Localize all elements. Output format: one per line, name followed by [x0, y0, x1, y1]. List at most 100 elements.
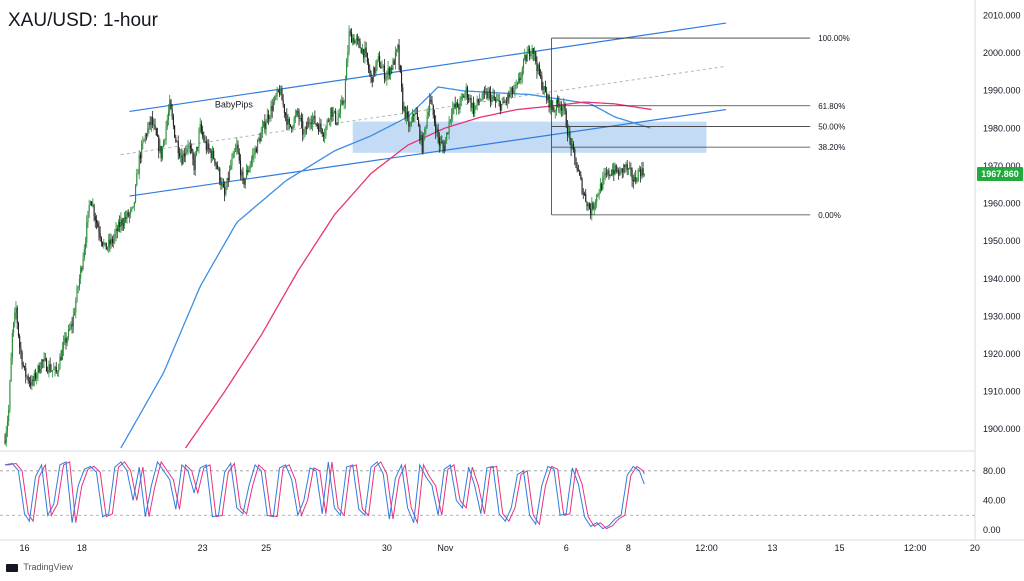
candle-body: [410, 121, 412, 126]
candle-body: [374, 67, 376, 74]
candle-body: [93, 205, 95, 217]
candle-body: [100, 237, 102, 242]
candle-body: [45, 359, 48, 372]
candle-body: [324, 135, 326, 137]
candle-body: [310, 122, 312, 125]
candle-body: [221, 183, 223, 186]
candle-body: [238, 152, 240, 161]
candle-body: [54, 367, 56, 370]
candle-body: [291, 126, 293, 129]
candle-body: [599, 183, 601, 194]
candle-body: [488, 91, 490, 93]
candle-body: [124, 217, 126, 225]
candle-body: [372, 67, 375, 83]
candle-body: [608, 170, 610, 176]
candle-body: [213, 150, 215, 159]
candle-body: [58, 369, 60, 372]
candle-body: [368, 62, 370, 70]
candle-body: [386, 73, 388, 79]
candle-body: [10, 357, 12, 382]
candle-body: [257, 139, 259, 153]
candle-body: [557, 100, 559, 104]
candle-body: [50, 370, 52, 372]
candle-body: [363, 48, 365, 58]
candle-body: [470, 98, 472, 108]
time-tick-label: Nov: [437, 543, 454, 553]
candle-body: [618, 170, 620, 176]
candle-body: [427, 111, 429, 116]
candle-body: [125, 217, 127, 219]
candle-body: [187, 146, 189, 149]
candle-body: [116, 228, 118, 232]
candle-body: [226, 178, 228, 190]
candle-body: [519, 78, 521, 80]
candle-body: [142, 141, 144, 144]
candle-body: [516, 82, 518, 85]
candle-body: [209, 149, 211, 152]
candle-body: [451, 114, 453, 120]
candle-body: [326, 120, 328, 127]
candle-body: [377, 56, 379, 60]
candle-body: [472, 103, 475, 114]
candle-body: [358, 39, 360, 42]
candle-body: [421, 135, 423, 153]
candle-body: [74, 312, 76, 315]
stoch-tick-label: 0.00: [983, 525, 1001, 535]
candle-body: [4, 440, 6, 443]
candle-body: [537, 64, 539, 72]
candle-body: [52, 370, 54, 371]
candle-body: [398, 44, 400, 66]
candle-body: [504, 101, 506, 103]
candle-body: [348, 31, 350, 53]
candle-body: [225, 189, 227, 195]
candle-body: [138, 154, 140, 174]
candle-body: [130, 209, 132, 214]
candle-body: [39, 369, 41, 373]
candle-body: [237, 144, 239, 153]
candle-body: [194, 154, 196, 171]
candle-body: [579, 171, 581, 175]
candle-body: [333, 111, 335, 112]
candle-body: [205, 140, 207, 151]
candle-body: [588, 203, 590, 209]
candle-body: [6, 421, 9, 432]
candle-body: [419, 125, 421, 141]
candle-body: [491, 96, 493, 103]
candle-body: [128, 213, 131, 217]
candle-body: [465, 87, 467, 94]
candle-body: [399, 65, 401, 73]
candle-body: [248, 168, 250, 173]
candle-body: [485, 91, 487, 93]
candle-body: [382, 65, 384, 68]
candle-body: [63, 341, 65, 349]
candle-body: [471, 103, 473, 108]
current-price-label: 1967.860: [981, 169, 1019, 179]
candle-body: [452, 108, 454, 115]
candle-body: [638, 169, 640, 171]
candle-body: [15, 307, 17, 313]
candle-body: [391, 67, 393, 70]
candle-body: [584, 193, 586, 195]
candle-body: [163, 140, 165, 147]
candle-body: [47, 371, 49, 373]
candle-body: [65, 337, 67, 344]
candle-body: [379, 56, 381, 67]
candle-body: [72, 314, 74, 327]
candle-body: [554, 111, 556, 113]
candle-body: [401, 72, 403, 88]
candle-body: [159, 145, 161, 152]
candle-body: [402, 87, 404, 111]
candle-body: [366, 53, 368, 63]
candle-body: [97, 223, 99, 228]
candle-body: [271, 105, 273, 111]
candle-body: [509, 92, 511, 97]
candle-body: [148, 121, 150, 129]
candle-body: [438, 137, 440, 146]
candle-body: [296, 111, 298, 115]
candle-body: [331, 107, 333, 117]
candle-body: [529, 48, 531, 57]
candle-body: [624, 165, 626, 167]
candle-body: [13, 322, 15, 333]
candle-body: [188, 145, 190, 147]
